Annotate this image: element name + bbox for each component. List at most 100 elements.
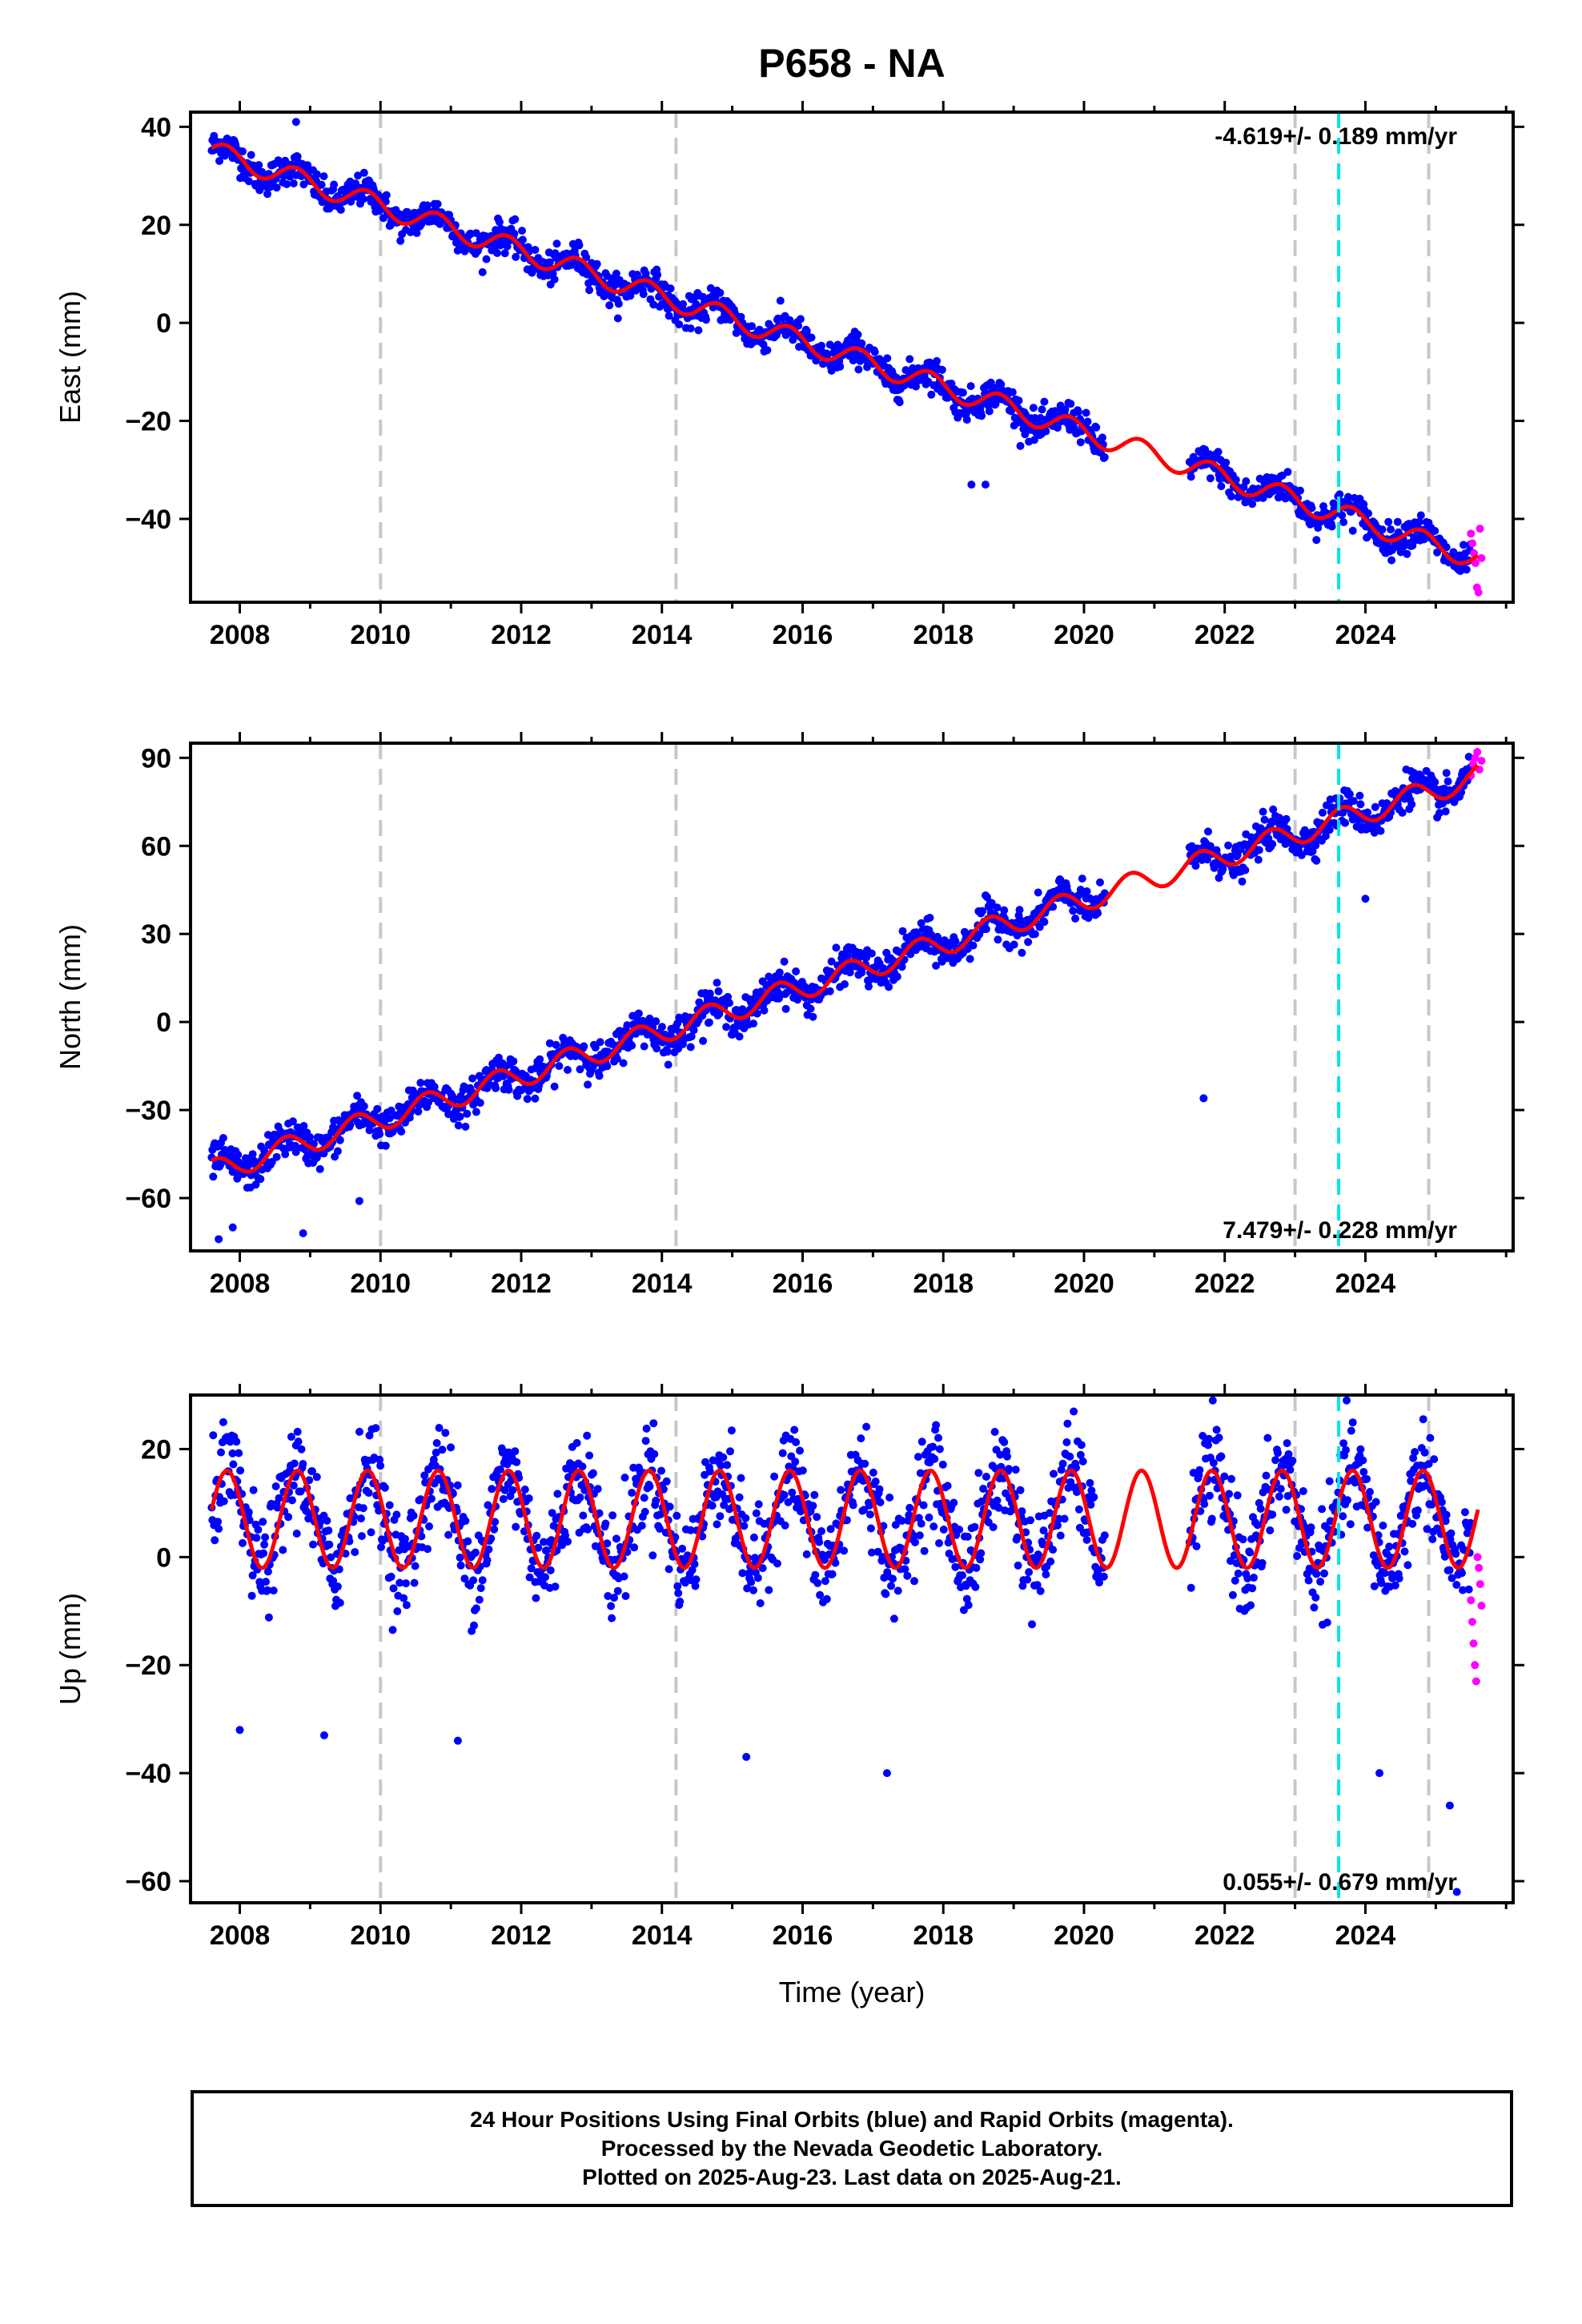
data-point-final [620, 1474, 629, 1482]
data-point-final [1186, 1583, 1195, 1592]
data-point-final [1325, 1477, 1334, 1486]
data-point-final [964, 1601, 973, 1610]
data-point-final [1006, 407, 1015, 416]
data-point-final [1016, 441, 1025, 450]
data-point-final [978, 412, 986, 420]
data-point-final [930, 1522, 938, 1531]
data-point-final [759, 340, 768, 349]
data-point-final [1283, 468, 1292, 476]
data-point-final [593, 1485, 602, 1494]
data-point-final [1005, 1465, 1013, 1474]
data-point-final [310, 1140, 318, 1148]
data-point-final [518, 227, 526, 235]
data-point-final [1347, 1426, 1355, 1435]
data-point-final [1335, 490, 1344, 499]
data-point-final [1430, 1455, 1439, 1464]
data-point-final [706, 283, 715, 292]
data-point-final [1074, 1505, 1083, 1514]
x-tick-label: 2010 [350, 1269, 411, 1299]
data-point-final [312, 1473, 321, 1482]
data-point-final [634, 1009, 643, 1018]
data-point-final [773, 1559, 781, 1568]
data-point-final [816, 1590, 825, 1599]
data-point-final [249, 1486, 258, 1494]
data-point-final [657, 1023, 666, 1031]
caption-line-orbits: 24 Hour Positions Using Final Orbits (bl… [470, 2107, 1234, 2132]
data-point-final [396, 236, 405, 245]
y-tick-label: −40 [125, 1759, 171, 1789]
data-point-final [1345, 790, 1354, 798]
data-point-final [716, 1512, 725, 1521]
data-point-final [875, 1485, 884, 1494]
data-point-final [723, 1461, 732, 1470]
data-point-final [1028, 1620, 1036, 1629]
data-point-rapid [1467, 1596, 1476, 1605]
data-point-final [1040, 397, 1049, 406]
y-tick-label: −20 [125, 407, 171, 437]
data-point-final [367, 1528, 375, 1537]
data-point-final [796, 1446, 804, 1455]
data-point-final [679, 300, 687, 308]
data-point-final [469, 1576, 478, 1585]
plot-frame [189, 111, 1515, 604]
data-point-final [1268, 840, 1277, 848]
data-point-final [1296, 486, 1304, 495]
data-point-final [1452, 1550, 1460, 1558]
data-point-final [1220, 1472, 1229, 1481]
data-point-final [889, 1614, 898, 1623]
data-point-final [214, 1518, 223, 1526]
x-tick-label: 2008 [210, 1920, 271, 1951]
data-point-final [648, 1551, 657, 1560]
data-point-final [523, 1095, 532, 1104]
data-point-final [882, 1769, 891, 1778]
data-point-final [1099, 1572, 1108, 1581]
data-point-final [866, 1524, 875, 1533]
data-point-final [869, 1468, 877, 1477]
data-point-final [1385, 1542, 1394, 1551]
data-point-final [1014, 396, 1023, 405]
data-point-final [1066, 1452, 1074, 1461]
data-point-final [735, 1493, 744, 1502]
data-point-final [584, 1525, 592, 1534]
data-point-final [248, 1150, 257, 1159]
data-point-final [652, 1496, 661, 1505]
data-point-final [297, 1445, 306, 1454]
data-point-final [610, 1594, 618, 1602]
data-point-final [934, 1433, 942, 1442]
caption-line-dates: Plotted on 2025-Aug-23. Last data on 202… [582, 2165, 1122, 2189]
data-point-final [1008, 388, 1017, 396]
data-point-final [1014, 1561, 1022, 1570]
data-point-final [1341, 818, 1350, 827]
data-point-final [461, 1122, 470, 1131]
data-point-final [1274, 1449, 1282, 1458]
data-point-final [663, 1047, 672, 1056]
data-point-final [708, 1502, 717, 1510]
data-point-final [424, 1098, 432, 1107]
x-tick-label: 2008 [210, 1269, 271, 1299]
data-point-final [319, 172, 328, 181]
data-point-final [1025, 1568, 1034, 1577]
data-point-final [254, 1526, 263, 1534]
data-point-final [1282, 1506, 1291, 1514]
data-point-final [550, 275, 559, 283]
data-point-final [1248, 500, 1257, 509]
data-point-rapid [1472, 1677, 1480, 1686]
data-point-final [981, 480, 990, 489]
data-point-final [713, 979, 721, 987]
y-tick-label: 60 [141, 831, 171, 862]
data-point-final [1078, 1457, 1087, 1466]
data-point-final [333, 1582, 342, 1591]
data-point-final [306, 1133, 315, 1141]
data-point-final [929, 1442, 938, 1451]
data-point-final [499, 1494, 508, 1503]
data-point-final [355, 1427, 363, 1436]
data-point-final [353, 1092, 362, 1100]
data-point-final [1222, 458, 1231, 467]
data-point-final [351, 1548, 359, 1557]
data-point-rapid [1477, 1602, 1486, 1610]
data-point-final [463, 1109, 472, 1118]
data-point-final [1307, 1523, 1315, 1532]
x-tick-label: 2018 [913, 1269, 974, 1299]
data-point-final [705, 1018, 713, 1027]
data-point-final [1212, 1425, 1221, 1434]
